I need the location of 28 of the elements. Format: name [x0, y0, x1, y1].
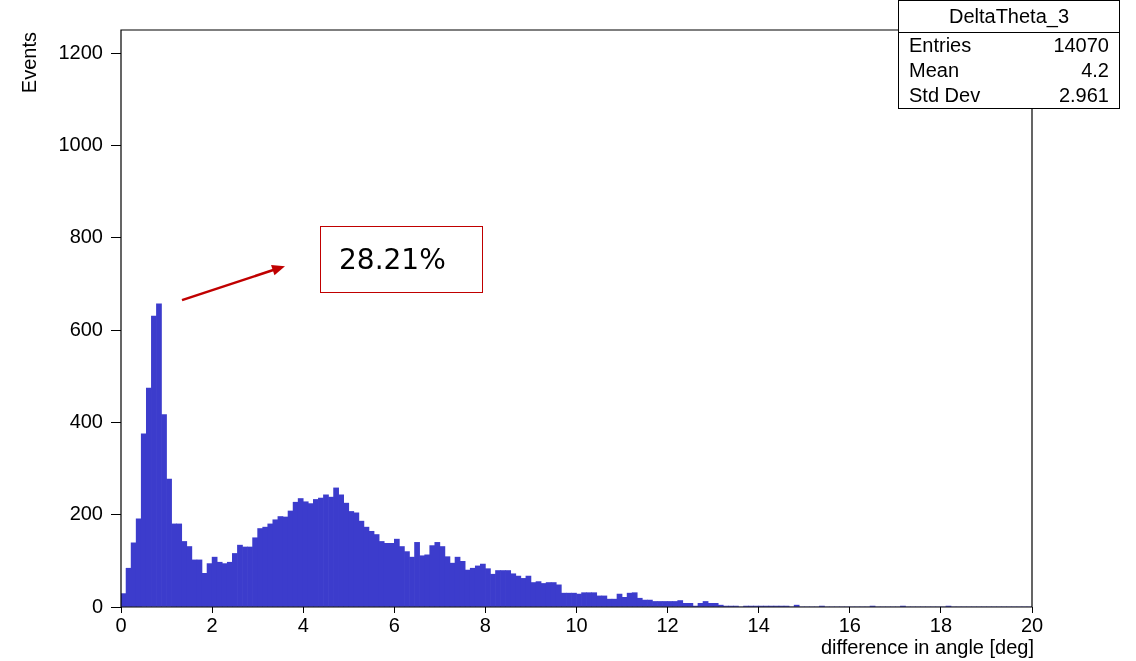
y-tick-label: 400: [69, 409, 103, 432]
annotation: Entries: [909, 34, 972, 57]
annotation: Std Dev: [909, 84, 981, 107]
x-tick-label: 0: [115, 613, 127, 636]
annotation: Mean: [909, 59, 960, 82]
x-tick-label: 14: [747, 613, 770, 636]
y-tick-label: 800: [69, 225, 103, 248]
x-tick-label: 4: [297, 613, 309, 636]
x-tick-label: 2: [206, 613, 218, 636]
x-tick-label: 20: [1020, 613, 1044, 636]
text: 4.2: [1081, 59, 1109, 82]
y-tick-label: 200: [69, 502, 103, 525]
x-tick-label: 10: [565, 613, 588, 636]
x-tick-label: 18: [929, 613, 953, 636]
y-tick-label: 1000: [58, 132, 103, 155]
x-tick-label: 12: [656, 613, 679, 636]
text: DeltaTheta_3: [899, 1, 1119, 33]
x-tick-label: 16: [838, 613, 861, 636]
y-tick-label: 1200: [58, 40, 103, 63]
text: 14070: [1053, 34, 1109, 57]
y-tick-label: 0: [91, 594, 103, 617]
x-tick-label: 6: [388, 613, 400, 636]
text: 2.961: [1058, 84, 1109, 107]
y-axis-title: Events: [17, 32, 40, 94]
x-tick-label: 8: [479, 613, 491, 636]
annotation: 28.21%: [320, 226, 483, 293]
y-tick-label: 600: [69, 317, 103, 340]
x-axis-title: difference in angle [deg]: [820, 635, 1034, 658]
